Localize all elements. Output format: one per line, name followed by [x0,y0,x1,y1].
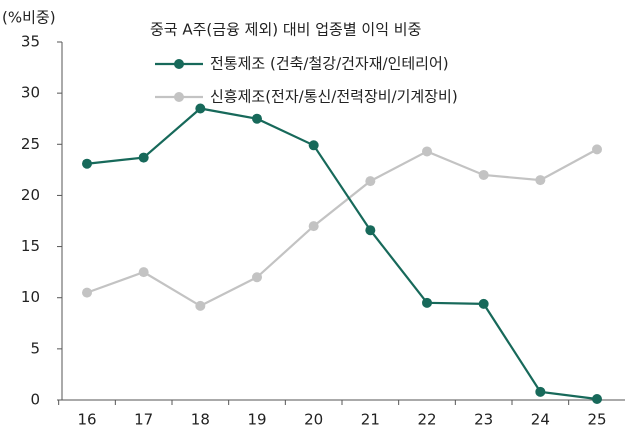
point [195,300,206,311]
y-axis-label: (%비중) [2,9,56,27]
point [195,103,206,114]
y-tick-label: 5 [30,339,40,357]
point [422,297,432,308]
point [138,267,149,278]
series-line [86,148,598,308]
y-tick-label: 30 [21,84,40,102]
point [592,393,602,404]
x-tick-label: 17 [134,411,153,429]
y-tick-label: 15 [21,237,40,255]
point [535,175,546,186]
point [422,146,432,157]
point [478,169,489,180]
chart-title: 중국 A주(금융 제외) 대비 업종별 이익 비중 [150,21,421,39]
legend-label: 신흥제조(전자/통신/전력장비/기계장비) [210,88,458,106]
point [308,221,319,232]
y-tick-label: 25 [21,135,40,153]
legend-marker [174,92,184,102]
point [365,225,376,236]
legend-marker [174,59,184,69]
x-tick-label: 16 [77,411,96,429]
legend-label: 전통제조 (건축/철강/건자재/인테리어) [210,55,449,73]
point [82,158,92,169]
point [82,287,92,298]
x-tick-label: 18 [191,411,210,429]
y-tick-label: 0 [30,391,40,409]
x-tick-label: 22 [417,411,436,429]
y-tick-label: 35 [21,33,40,51]
point [252,272,262,283]
x-tick-label: 24 [531,411,550,429]
x-tick-label: 23 [474,411,493,429]
point [365,176,376,187]
y-tick-label: 10 [21,288,40,306]
x-tick-label: 25 [587,411,606,429]
point [592,144,602,155]
point [138,152,149,163]
x-tick-label: 21 [361,411,380,429]
x-tick-label: 20 [304,411,323,429]
series-line [86,107,598,401]
point [478,298,489,309]
y-tick-label: 20 [21,186,40,204]
point [535,386,546,397]
point [308,140,319,151]
x-tick-label: 19 [247,411,266,429]
point [252,113,262,124]
